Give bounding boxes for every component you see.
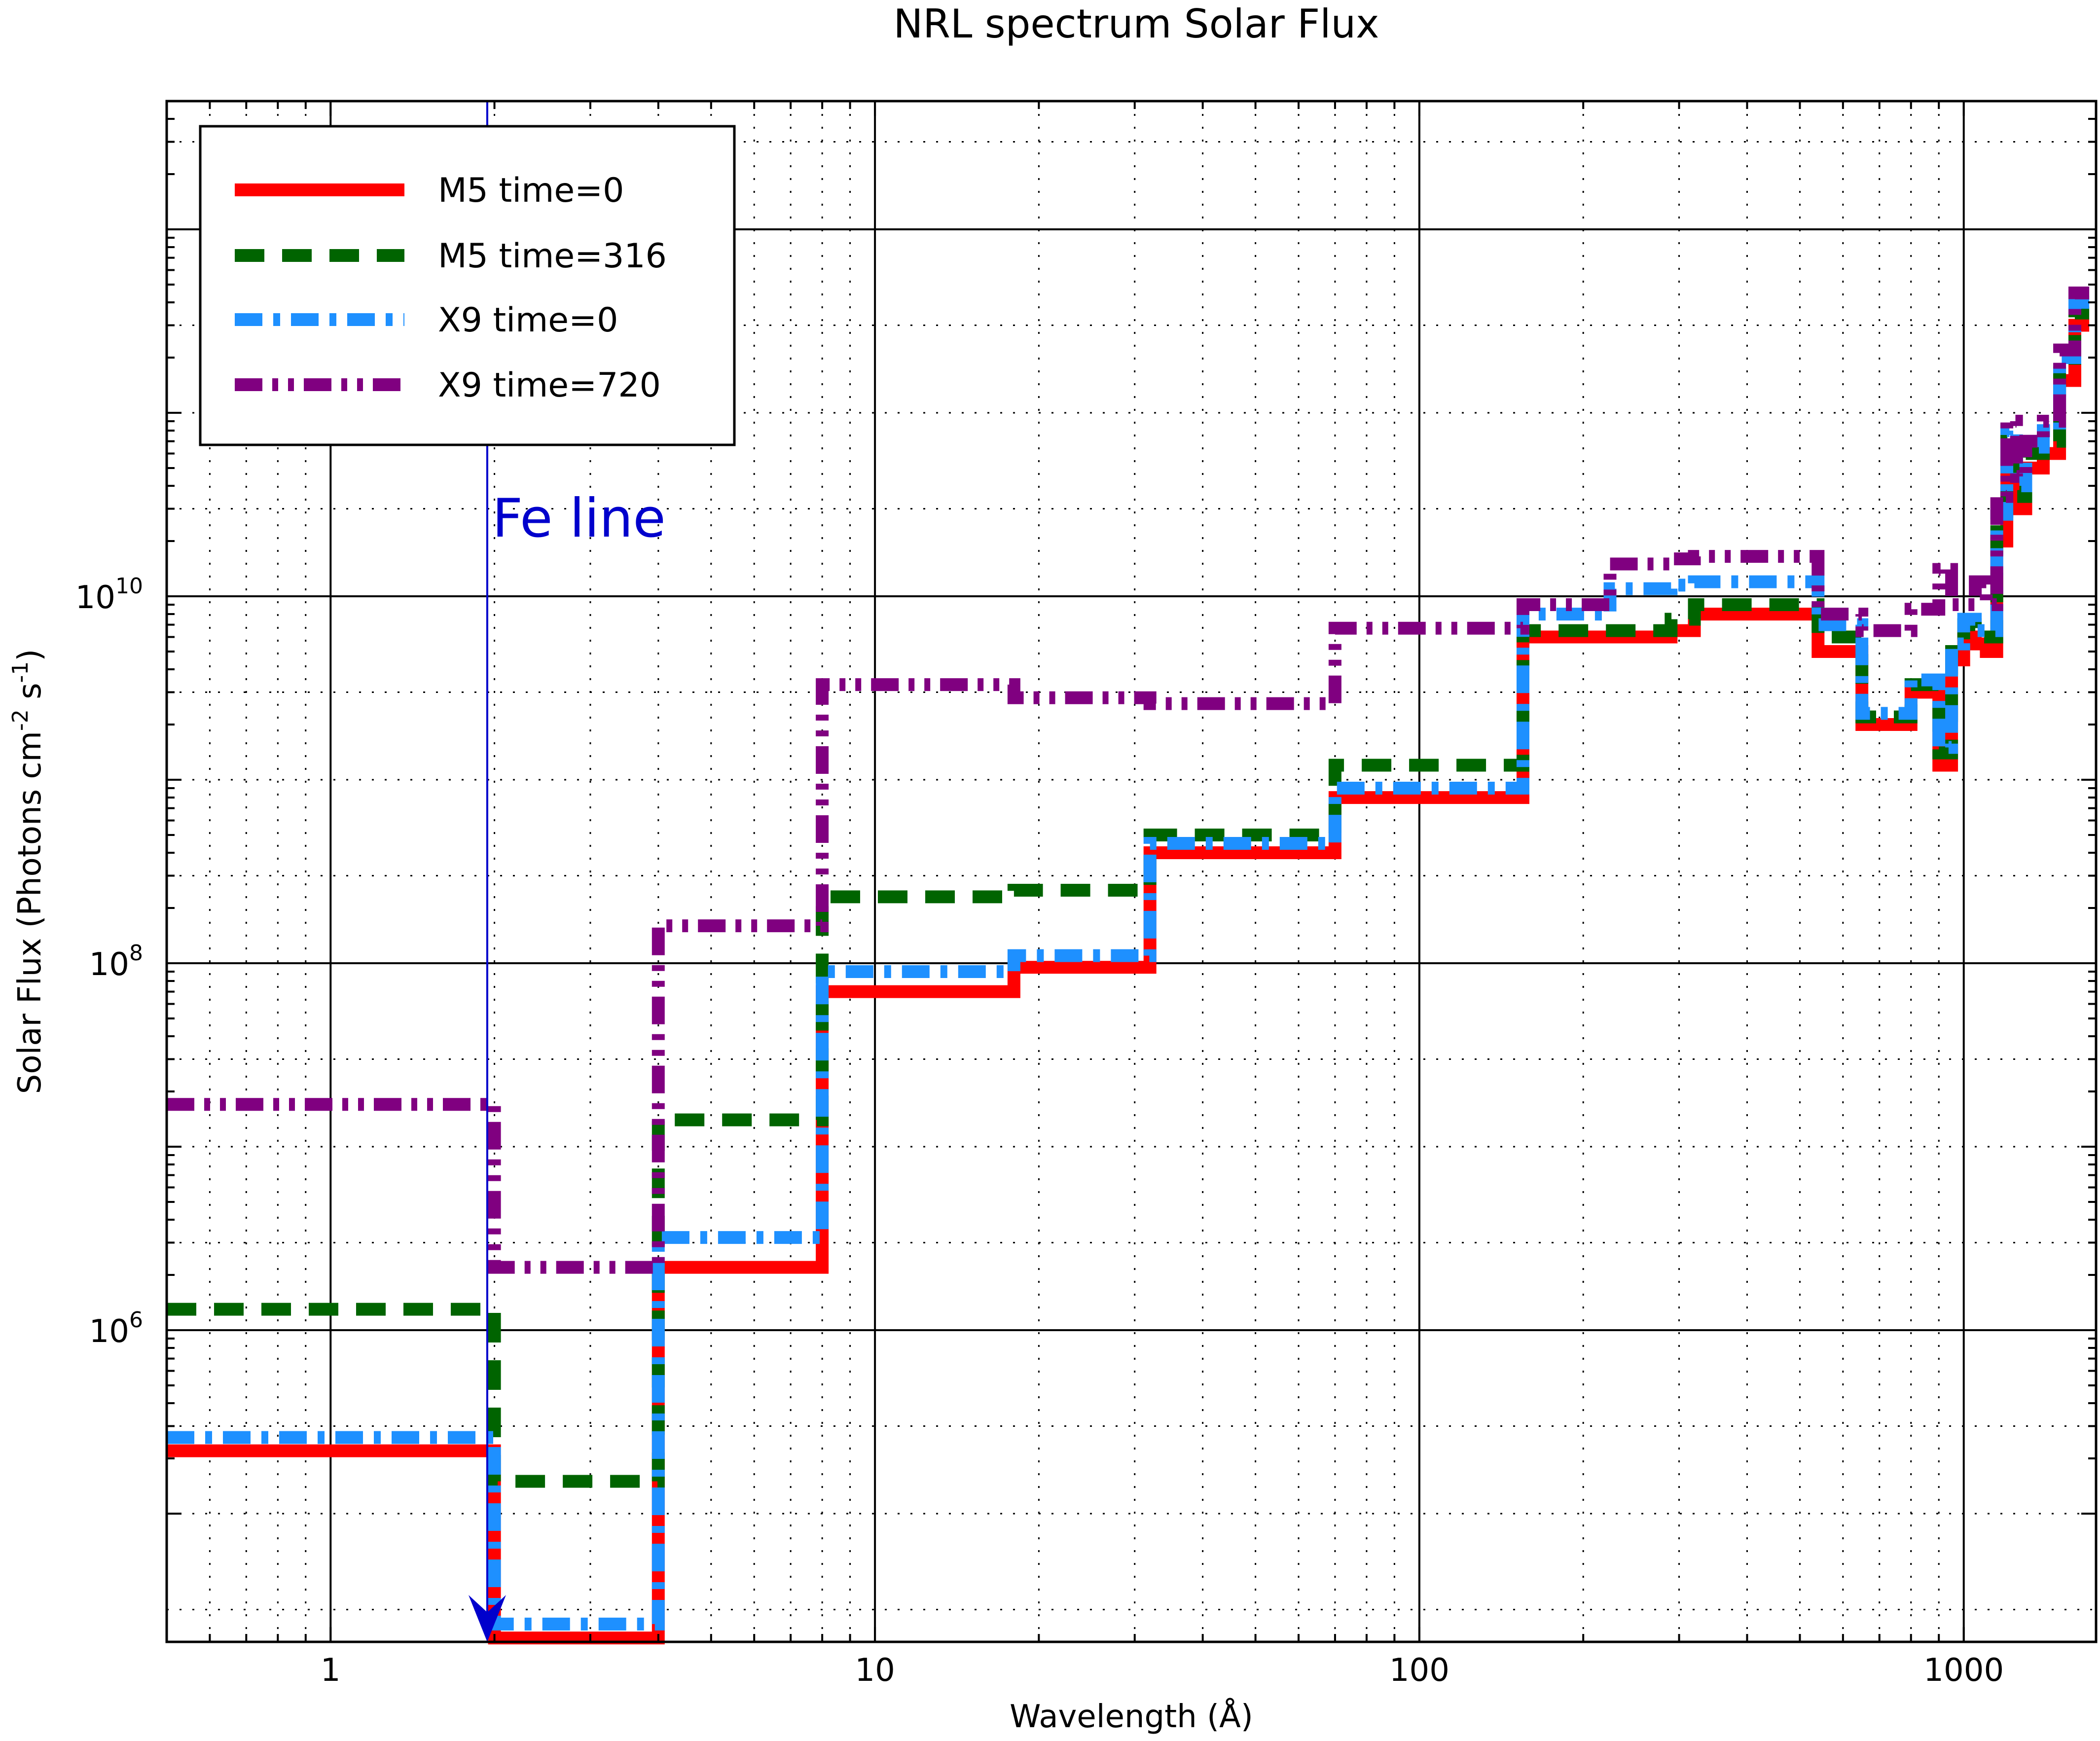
- series-line-m5-time-0: [167, 319, 2090, 1645]
- y-axis-title-end: ): [12, 649, 48, 661]
- y-tick-exponent: 6: [129, 1307, 143, 1333]
- chart-title: NRL spectrum Solar Flux: [894, 1, 1379, 47]
- plot-frame: [165, 100, 2098, 1643]
- y-axis-title-main: Solar Flux (Photons cm: [12, 731, 48, 1094]
- series-line-x9-time-0: [167, 296, 2090, 1631]
- series-layer: [167, 287, 2090, 1645]
- legend-label: X9 time=720: [438, 366, 661, 405]
- legend-label: M5 time=316: [438, 237, 667, 276]
- x-tick-label: 1: [321, 1652, 341, 1689]
- series-line-x9-time-720: [167, 287, 2090, 1274]
- y-tick-exponent: 10: [115, 574, 143, 599]
- y-tick-exponent: 8: [129, 941, 143, 966]
- legend-box: [199, 125, 736, 446]
- x-axis-title: Wavelength (Å): [1010, 1698, 1253, 1735]
- y-tick-label: 1010: [75, 574, 143, 616]
- y-axis-title: Solar Flux (Photons cm-2 s-1): [8, 649, 48, 1094]
- x-tick-label: 100: [1389, 1652, 1449, 1689]
- x-tick-label: 1000: [1923, 1652, 2004, 1689]
- y-tick-base: 10: [89, 946, 129, 983]
- y-axis-title-sup2: -1: [8, 661, 33, 683]
- y-tick-label: 108: [89, 941, 143, 983]
- x-axis-ticks: 1 10 100 1000: [209, 101, 2004, 1689]
- legend-label: M5 time=0: [438, 171, 624, 210]
- y-axis-title-mid: s: [12, 683, 48, 710]
- y-tick-base: 10: [89, 1313, 129, 1350]
- y-tick-base: 10: [75, 580, 115, 616]
- y-tick-label: 106: [89, 1307, 143, 1350]
- fe-line-arrowhead: [468, 1595, 506, 1642]
- legend-label: X9 time=0: [438, 301, 618, 340]
- series-line-m5-time-316: [167, 306, 2090, 1488]
- fe-line-label: Fe line: [492, 488, 666, 549]
- x-tick-label: 10: [855, 1652, 895, 1689]
- legend: M5 time=0 M5 time=316 X9 time=0 X9 time=720: [199, 125, 736, 446]
- y-axis-title-sup1: -2: [8, 709, 33, 731]
